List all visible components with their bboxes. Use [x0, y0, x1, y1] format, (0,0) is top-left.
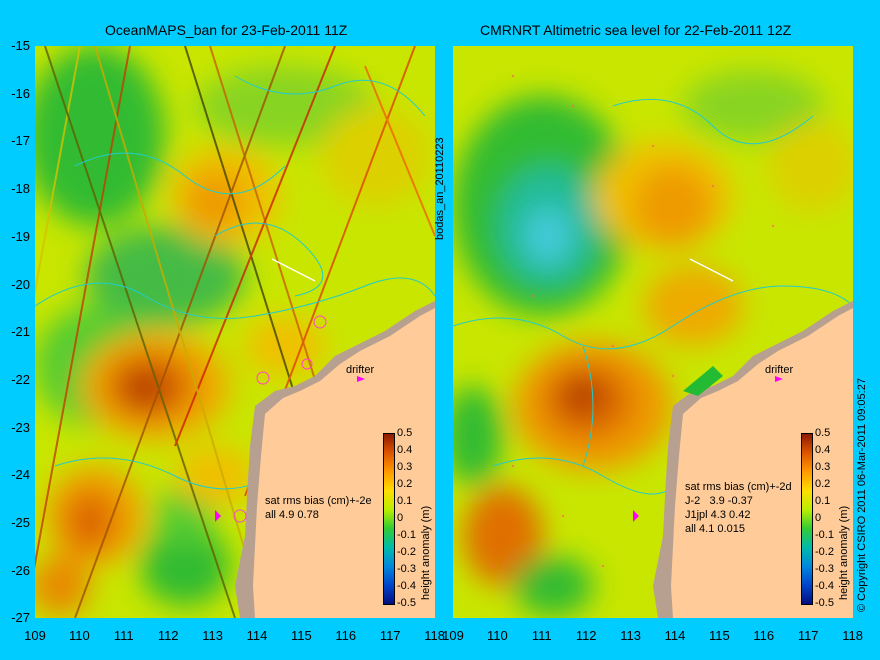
latitude-tick: -16	[11, 85, 30, 101]
right-map-panel	[453, 46, 853, 618]
stats-line: all 4.1 0.015	[685, 523, 745, 535]
longitude-tick: 115	[291, 628, 312, 643]
longitude-tick: 109	[24, 628, 46, 643]
longitude-tick: 112	[575, 628, 597, 643]
right-map-title: CMRNRT Altimetric sea level for 22-Feb-2…	[480, 22, 792, 38]
colorbar-tick: 0.1	[397, 495, 413, 507]
latitude-tick: -18	[11, 181, 30, 197]
colorbar-tick: 0.3	[397, 461, 413, 473]
stats-line: sat rms bias (cm)+-2d	[685, 481, 792, 493]
right-map-field	[453, 46, 853, 618]
colorbar-label-right: height anomaly (m)	[838, 505, 850, 600]
colorbar-tick: -0.2	[397, 546, 416, 558]
longitude-tick: 110	[487, 628, 508, 643]
colorbar-tick: 0.3	[815, 461, 831, 473]
left-map-panel	[35, 46, 435, 618]
latitude-tick: -20	[11, 276, 30, 292]
colorbar-tick: -0.4	[397, 580, 416, 592]
colorbar-tick: -0.5	[815, 597, 834, 609]
latitude-tick: -24	[11, 467, 30, 483]
colorbar-tick: -0.4	[815, 580, 834, 592]
colorbar-tick: -0.1	[397, 529, 416, 541]
longitude-tick: 117	[797, 628, 819, 643]
colorbar-tick: 0.5	[815, 427, 831, 439]
copyright-label: © Copyright CSIRO 2011 06-Mar-2011 09:05…	[856, 378, 868, 612]
colorbar-tick: 0.1	[815, 495, 831, 507]
colorbar-tick: 0	[815, 512, 822, 524]
stats-line: J1jpl 4.3 0.42	[685, 509, 751, 521]
longitude-tick: 117	[379, 628, 401, 643]
longitude-tick: 113	[620, 628, 641, 643]
colorbar-tick: 0.2	[397, 478, 413, 490]
stats-line: sat rms bias (cm)+-2e	[265, 495, 372, 507]
latitude-tick: -23	[11, 419, 30, 435]
latitude-tick: -19	[11, 228, 30, 244]
longitude-tick: 115	[709, 628, 730, 643]
left-stats-box: sat rms bias (cm)+-2e all 4.9 0.78	[265, 494, 372, 522]
run-label: bodas_an_20110223	[434, 137, 446, 240]
drifter-label-right: drifter	[765, 364, 794, 376]
longitude-tick: 114	[664, 628, 686, 643]
longitude-tick: 110	[69, 628, 90, 643]
colorbar-tick: -0.3	[397, 563, 416, 575]
longitude-tick: 114	[246, 628, 268, 643]
latitude-tick: -27	[11, 610, 30, 626]
colorbar-tick: -0.3	[815, 563, 834, 575]
latitude-tick: -21	[11, 324, 30, 340]
colorbar-tick: 0	[397, 512, 404, 524]
left-map-field	[35, 46, 435, 618]
colorbar-tick: 0.5	[397, 427, 413, 439]
colorbar-tick: -0.5	[397, 597, 416, 609]
left-map-title: OceanMAPS_ban for 23-Feb-2011 11Z	[105, 22, 348, 38]
colorbar-tick: 0.2	[815, 478, 831, 490]
drifter-marker-left	[215, 510, 221, 522]
colorbar-right	[801, 433, 813, 605]
drifter-label-left: drifter	[346, 364, 375, 376]
longitude-tick: 116	[335, 628, 357, 643]
longitude-tick: 116	[753, 628, 775, 643]
longitude-tick: 113	[202, 628, 223, 643]
latitude-tick: -15	[11, 38, 30, 53]
longitude-tick: 109	[442, 628, 464, 643]
latitude-tick: -22	[11, 371, 30, 387]
right-stats-box: sat rms bias (cm)+-2d J-2 3.9 -0.37 J1jpl …	[685, 480, 792, 536]
stats-line: J-2 3.9 -0.37	[685, 495, 753, 507]
longitude-tick: 111	[113, 628, 134, 643]
colorbar-left	[383, 433, 395, 605]
colorbar-tick: -0.1	[815, 529, 834, 541]
colorbar-tick: -0.2	[815, 546, 834, 558]
longitude-tick: 118	[424, 628, 445, 643]
drifter-marker-right	[633, 510, 639, 522]
longitude-tick: 112	[157, 628, 179, 643]
longitude-tick: 111	[531, 628, 552, 643]
longitude-tick: 118	[842, 628, 863, 643]
colorbar-label-left: height anomaly (m)	[420, 505, 432, 600]
latitude-tick: -17	[11, 133, 30, 149]
colorbar-tick: 0.4	[815, 444, 831, 456]
latitude-tick: -26	[11, 562, 30, 578]
latitude-tick: -25	[11, 515, 30, 530]
colorbar-tick: 0.4	[397, 444, 413, 456]
stats-line: all 4.9 0.78	[265, 509, 319, 521]
